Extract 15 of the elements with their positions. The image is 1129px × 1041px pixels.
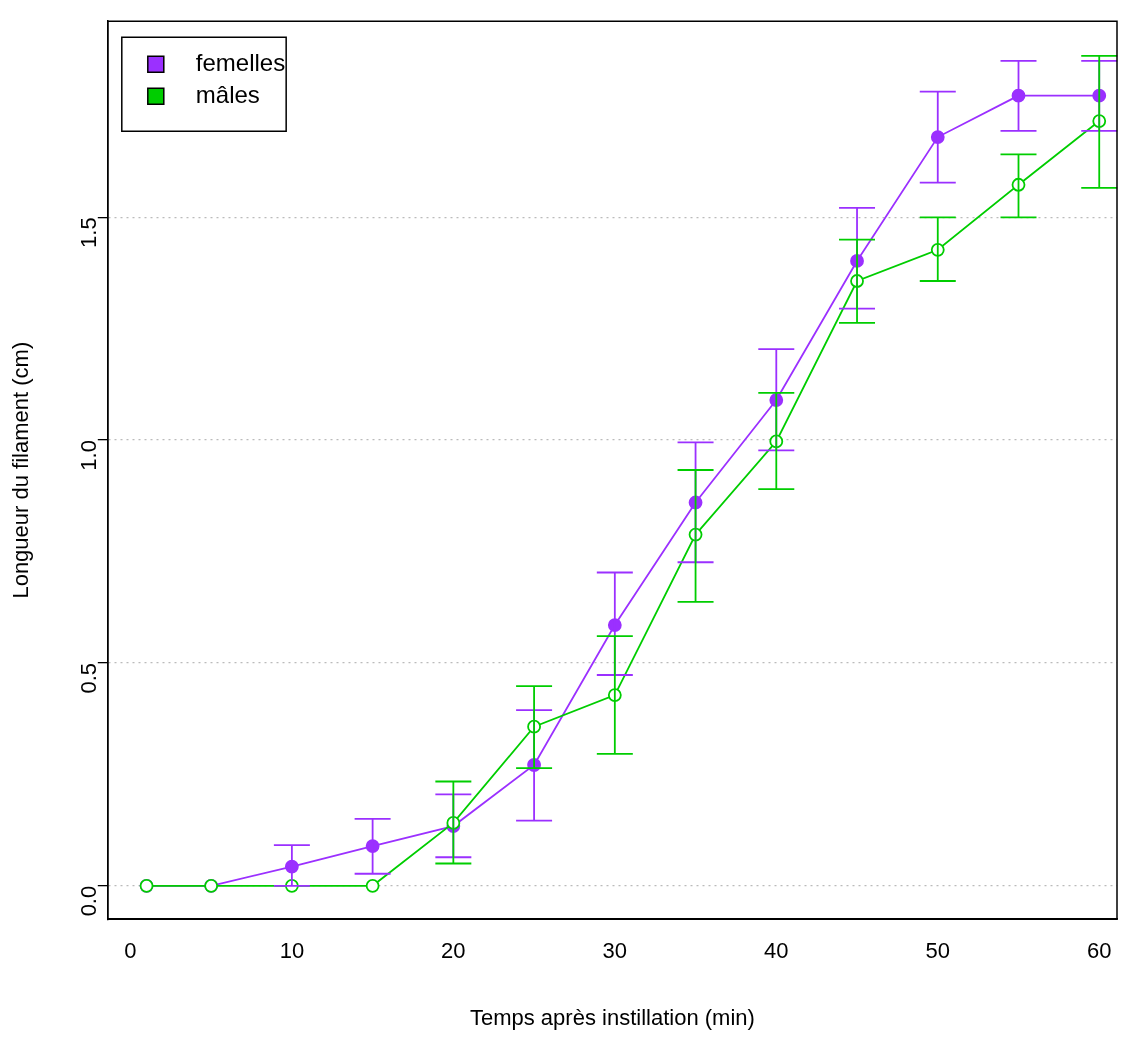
- y-axis-title: Longueur du filament (cm): [8, 341, 34, 599]
- y-tick-label: 1.0: [75, 440, 101, 471]
- x-tick-label: 10: [279, 938, 305, 964]
- x-tick-label: 60: [1087, 938, 1112, 964]
- x-tick-label: 0: [124, 938, 137, 964]
- x-tick-label: 20: [441, 938, 466, 964]
- y-tick-label: 0.0: [75, 885, 101, 917]
- x-axis-title: Temps après instillation (min): [469, 1004, 755, 1030]
- y-tick-label: 0.5: [75, 662, 101, 694]
- y-tick-label: 1.5: [75, 217, 101, 248]
- legend-label: femelles: [195, 48, 286, 76]
- legend-label: mâles: [195, 80, 260, 108]
- x-tick-label: 30: [602, 938, 628, 964]
- x-tick-label: 50: [925, 938, 951, 964]
- x-tick-label: 40: [764, 938, 789, 964]
